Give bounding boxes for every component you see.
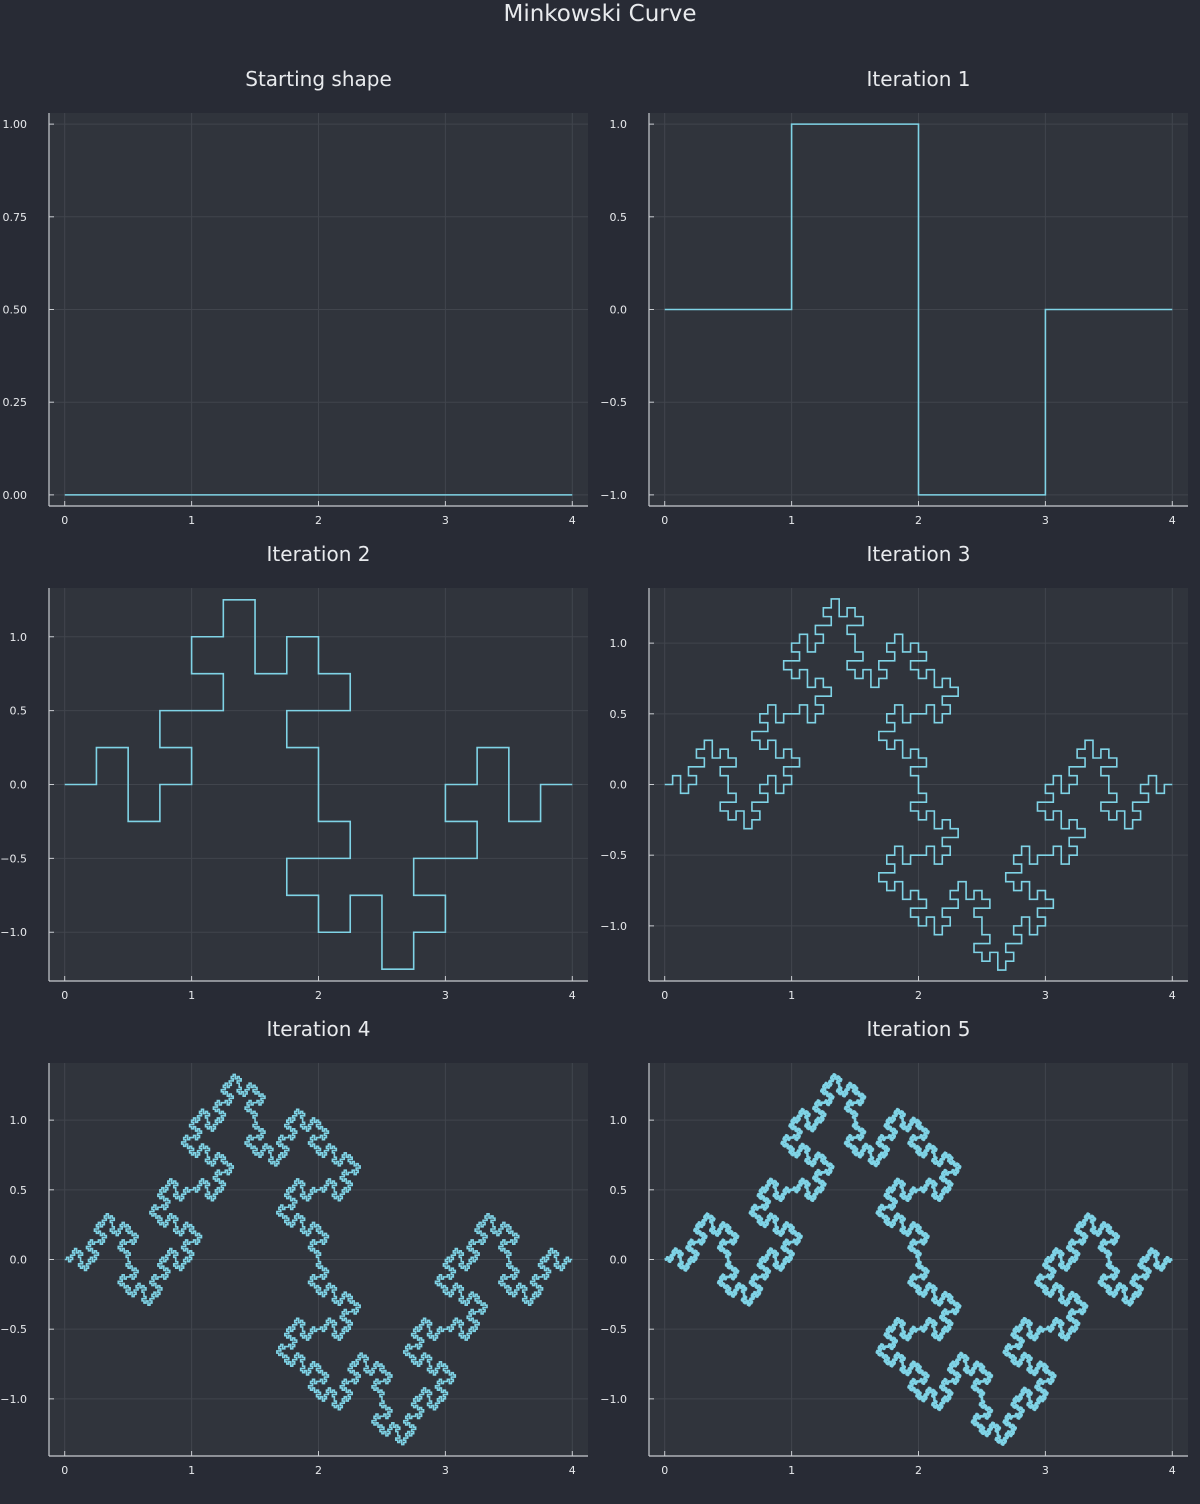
- y-tick-label: 0.0: [610, 779, 628, 792]
- figure-title: Minkowski Curve: [503, 1, 696, 27]
- x-tick-label: 1: [788, 989, 795, 1002]
- y-tick-label: 0.5: [610, 211, 628, 224]
- curve-series: [664, 123, 1173, 496]
- x-tick-label: 0: [61, 989, 68, 1002]
- y-tick-label: 0.0: [610, 304, 628, 317]
- x-tick-label: 4: [569, 514, 576, 527]
- y-tick-label: −1.0: [600, 489, 627, 502]
- x-tick-label: 3: [1042, 989, 1049, 1002]
- subplot-title: Iteration 3: [867, 542, 971, 566]
- x-tick-label: 4: [569, 989, 576, 1002]
- x-tick-label: 0: [661, 514, 668, 527]
- curve-series: [664, 1073, 1173, 1446]
- y-tick-label: 0.5: [10, 1184, 28, 1197]
- y-tick-label: −0.5: [0, 852, 27, 865]
- y-tick-label: 1.0: [610, 1114, 628, 1127]
- x-tick-label: 1: [188, 514, 195, 527]
- curve-series: [64, 599, 573, 970]
- y-tick-label: −0.5: [0, 1323, 27, 1336]
- x-tick-label: 4: [569, 1464, 576, 1477]
- x-tick-label: 3: [1042, 514, 1049, 527]
- curve-series: [664, 598, 1173, 971]
- x-tick-label: 2: [915, 989, 922, 1002]
- x-tick-label: 1: [188, 989, 195, 1002]
- y-tick-label: 0.5: [10, 705, 28, 718]
- subplot-3: Iteration 2 0 1 2 3 4 −1.0 −0.5 0.0 0.5 1.0: [0, 542, 588, 1002]
- subplot-title: Iteration 5: [867, 1017, 971, 1041]
- y-tick-label: −1.0: [600, 1393, 627, 1406]
- y-tick-label: −0.5: [600, 396, 627, 409]
- x-tick-label: 4: [1169, 989, 1176, 1002]
- x-tick-label: 4: [1169, 514, 1176, 527]
- x-tick-label: 2: [315, 1464, 322, 1477]
- x-tick-label: 2: [915, 514, 922, 527]
- x-tick-label: 0: [61, 1464, 68, 1477]
- y-tick-label: 0.5: [610, 1184, 628, 1197]
- y-tick-label: 0.25: [3, 396, 28, 409]
- x-tick-label: 3: [442, 514, 449, 527]
- x-tick-label: 1: [788, 514, 795, 527]
- y-tick-label: 1.0: [10, 1114, 28, 1127]
- x-tick-label: 0: [61, 514, 68, 527]
- x-tick-label: 1: [788, 1464, 795, 1477]
- y-tick-label: −1.0: [0, 926, 27, 939]
- y-tick-label: 1.00: [3, 118, 28, 131]
- y-tick-label: −0.5: [600, 1323, 627, 1336]
- subplot-title: Iteration 1: [867, 67, 971, 91]
- subplot-title: Iteration 2: [267, 542, 371, 566]
- subplot-6: Iteration 5 0 1 2 3 4 −1.0 −0.5 0.0 0.5 1.0: [600, 1017, 1188, 1477]
- y-tick-label: 1.0: [610, 118, 628, 131]
- y-tick-label: 1.0: [610, 637, 628, 650]
- x-tick-label: 3: [442, 1464, 449, 1477]
- y-tick-label: 0.75: [3, 211, 28, 224]
- x-tick-label: 2: [915, 1464, 922, 1477]
- x-tick-label: 2: [315, 514, 322, 527]
- x-tick-label: 0: [661, 989, 668, 1002]
- y-tick-label: 0.0: [10, 779, 28, 792]
- y-tick-label: 1.0: [10, 631, 28, 644]
- x-tick-label: 3: [442, 989, 449, 1002]
- x-tick-label: 4: [1169, 1464, 1176, 1477]
- subplot-4: Iteration 3 0 1 2 3 4 −1.0 −0.5 0.0 0.5 1.0: [600, 542, 1188, 1002]
- y-tick-label: 0.0: [10, 1254, 28, 1267]
- curve-series: [64, 1073, 573, 1446]
- y-tick-label: 0.50: [3, 304, 28, 317]
- subplot-2: Iteration 1 0 1 2 3 4 −1.0 −0.5 0.0 0.5 1.0: [600, 67, 1188, 527]
- x-tick-label: 2: [315, 989, 322, 1002]
- x-tick-label: 0: [661, 1464, 668, 1477]
- y-tick-label: 0.0: [610, 1254, 628, 1267]
- y-tick-label: −1.0: [0, 1393, 27, 1406]
- subplot-1: Starting shape 0 1 2 3 4 0.00 0.25 0.50 0.75 1.00: [3, 67, 588, 527]
- y-tick-label: 0.00: [3, 489, 28, 502]
- y-tick-label: −0.5: [600, 849, 627, 862]
- x-tick-label: 3: [1042, 1464, 1049, 1477]
- subplot-5: Iteration 4 0 1 2 3 4 −1.0 −0.5 0.0 0.5 1.0: [0, 1017, 588, 1477]
- subplot-title: Starting shape: [245, 67, 392, 91]
- subplot-title: Iteration 4: [267, 1017, 371, 1041]
- y-tick-label: 0.5: [610, 708, 628, 721]
- x-tick-label: 1: [188, 1464, 195, 1477]
- y-tick-label: −1.0: [600, 920, 627, 933]
